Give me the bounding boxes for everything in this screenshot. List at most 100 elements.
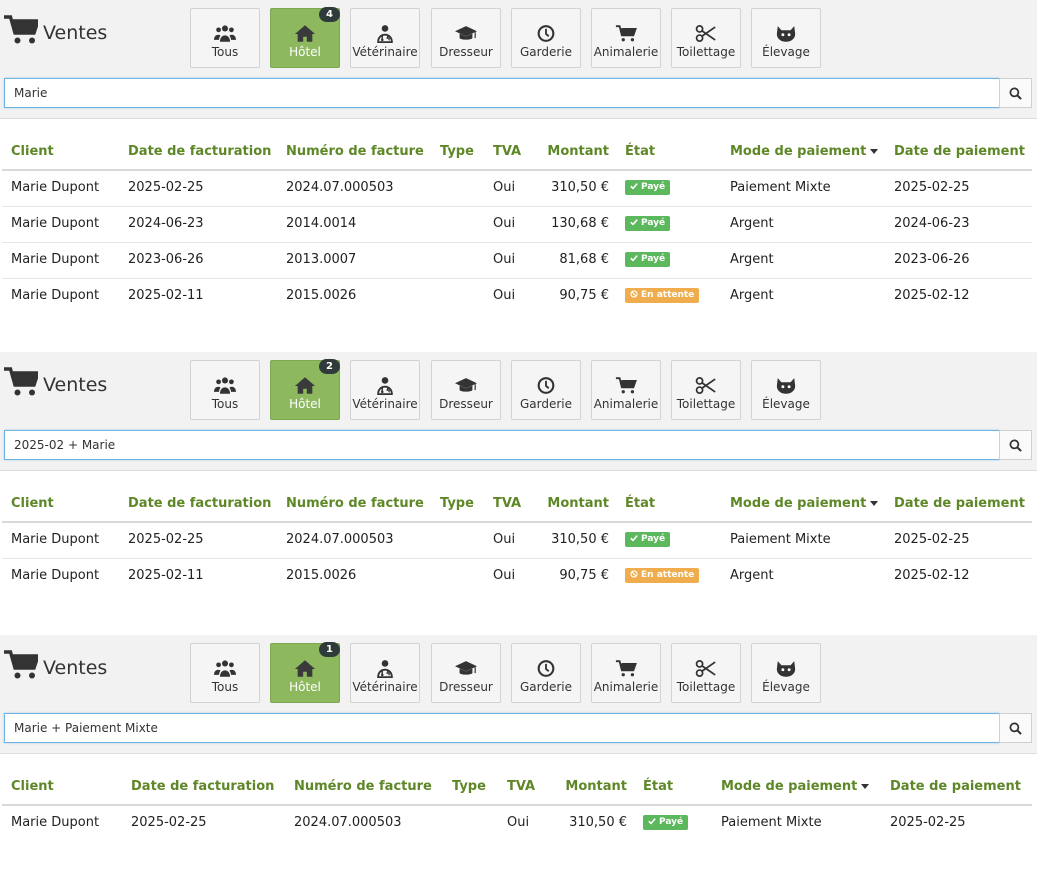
brand: Ventes [4,649,107,681]
column-header[interactable]: État [643,770,673,804]
column-header-label: Client [11,779,54,794]
column-header[interactable]: Date de paiement [890,770,1021,804]
search-button[interactable] [999,430,1032,460]
column-header[interactable]: Client [11,487,54,521]
tab-users[interactable]: Tous [190,8,260,68]
column-header[interactable]: Mode de paiement [730,487,879,521]
column-header[interactable]: Date de paiement [894,487,1025,521]
tab-cart[interactable]: Animalerie [591,643,661,703]
check-icon [648,817,659,827]
column-header[interactable]: Montant [547,135,609,169]
column-header[interactable]: Montant [565,770,627,804]
tab-cart[interactable]: Animalerie [591,8,661,68]
scissors-icon [672,375,740,395]
tab-scissors[interactable]: Toilettage [671,643,741,703]
count-badge: 1 [319,642,340,657]
tab-graduation-cap[interactable]: Dresseur [431,360,501,420]
table-row[interactable]: Marie Dupont 2025-02-11 2015.0026 Oui 90,75 … [2,559,1032,595]
tab-home[interactable]: Hôtel 2 [270,359,340,420]
amount-cell: 90,75 € [559,568,609,583]
tab-doctor[interactable]: Vétérinaire [350,360,420,420]
status-label: En attente [641,570,695,580]
search-input[interactable] [4,430,1000,460]
tab-home[interactable]: Hôtel 1 [270,642,340,703]
column-header[interactable]: Mode de paiement [721,770,870,804]
tab-scissors[interactable]: Toilettage [671,8,741,68]
column-header[interactable]: Client [11,770,54,804]
client-cell: Marie Dupont [11,532,100,547]
sort-desc-caret-icon [870,149,879,154]
search-input[interactable] [4,713,1000,743]
numero-cell: 2015.0026 [286,568,357,583]
tab-doctor[interactable]: Vétérinaire [350,643,420,703]
tab-users[interactable]: Tous [190,643,260,703]
check-icon [630,182,641,192]
column-header[interactable]: Client [11,135,54,169]
tab-graduation-cap[interactable]: Dresseur [431,643,501,703]
amount-cell: 81,68 € [559,252,609,267]
table-row[interactable]: Marie Dupont 2024-06-23 2014.0014 Oui 130,68… [2,207,1032,243]
home-icon [271,375,339,395]
tab-clock[interactable]: Garderie [511,643,581,703]
client-cell: Marie Dupont [11,288,100,303]
column-header[interactable]: Type [440,487,474,521]
column-header[interactable]: Date de facturation [128,487,271,521]
tab-graduation-cap[interactable]: Dresseur [431,8,501,68]
table-row[interactable]: Marie Dupont 2025-02-25 2024.07.000503 Oui 3… [2,171,1032,207]
header-bar: Ventes Tous Hôtel 1 Vétérinaire Dresseur Garde… [0,635,1037,754]
search-button[interactable] [999,713,1032,743]
column-header[interactable]: TVA [493,487,521,521]
column-header[interactable]: TVA [507,770,535,804]
doctor-icon [351,658,419,678]
shopping-cart-icon [4,366,38,398]
column-header[interactable]: Montant [547,487,609,521]
tab-cart[interactable]: Animalerie [591,360,661,420]
column-header-label: Date de paiement [894,144,1025,159]
column-header[interactable]: Date de facturation [128,135,271,169]
tab-doctor[interactable]: Vétérinaire [350,8,420,68]
tab-clock[interactable]: Garderie [511,360,581,420]
column-header-label: Numéro de facture [286,144,424,159]
column-header[interactable]: Numéro de facture [286,487,424,521]
table-row[interactable]: Marie Dupont 2025-02-11 2015.0026 Oui 90,75 … [2,279,1032,315]
doctor-icon [351,23,419,43]
table-row[interactable]: Marie Dupont 2025-02-25 2024.07.000503 Oui 3… [2,523,1032,559]
status-badge: En attente [625,288,700,303]
tab-cat[interactable]: Élevage [751,8,821,68]
search-input[interactable] [4,78,1000,108]
tab-label: Vétérinaire [352,680,418,694]
column-header[interactable]: Date de paiement [894,135,1025,169]
sales-panel: Ventes Tous Hôtel 4 Vétérinaire Dresseur Garde… [0,0,1037,303]
table-row[interactable]: Marie Dupont 2023-06-26 2013.0007 Oui 81,68 … [2,243,1032,279]
tab-label: Tous [211,680,239,694]
tab-clock[interactable]: Garderie [511,8,581,68]
tab-scissors[interactable]: Toilettage [671,360,741,420]
column-header-label: Montant [565,779,627,794]
column-header[interactable]: TVA [493,135,521,169]
column-header[interactable]: Type [440,135,474,169]
column-header[interactable]: Type [452,770,486,804]
tab-cat[interactable]: Élevage [751,360,821,420]
date-paiement-cell: 2025-02-25 [890,815,966,830]
clock-icon [512,658,580,678]
tab-cat[interactable]: Élevage [751,643,821,703]
table-row[interactable]: Marie Dupont 2025-02-25 2024.07.000503 Oui 3… [2,806,1032,842]
mode-cell: Paiement Mixte [730,532,831,547]
tab-home[interactable]: Hôtel 4 [270,7,340,68]
tab-users[interactable]: Tous [190,360,260,420]
date-facturation-cell: 2025-02-25 [131,815,207,830]
status-badge: En attente [625,568,700,583]
column-header[interactable]: État [625,135,655,169]
search-button[interactable] [999,78,1032,108]
graduation-cap-icon [432,23,500,43]
column-header[interactable]: Date de facturation [131,770,274,804]
client-cell: Marie Dupont [11,815,100,830]
search-icon [1009,439,1022,452]
column-header[interactable]: Numéro de facture [286,135,424,169]
column-header[interactable]: Numéro de facture [294,770,432,804]
column-header[interactable]: État [625,487,655,521]
tab-label: Tous [211,45,239,59]
column-header-label: Type [452,779,486,794]
column-header[interactable]: Mode de paiement [730,135,879,169]
date-paiement-cell: 2025-02-25 [894,180,970,195]
